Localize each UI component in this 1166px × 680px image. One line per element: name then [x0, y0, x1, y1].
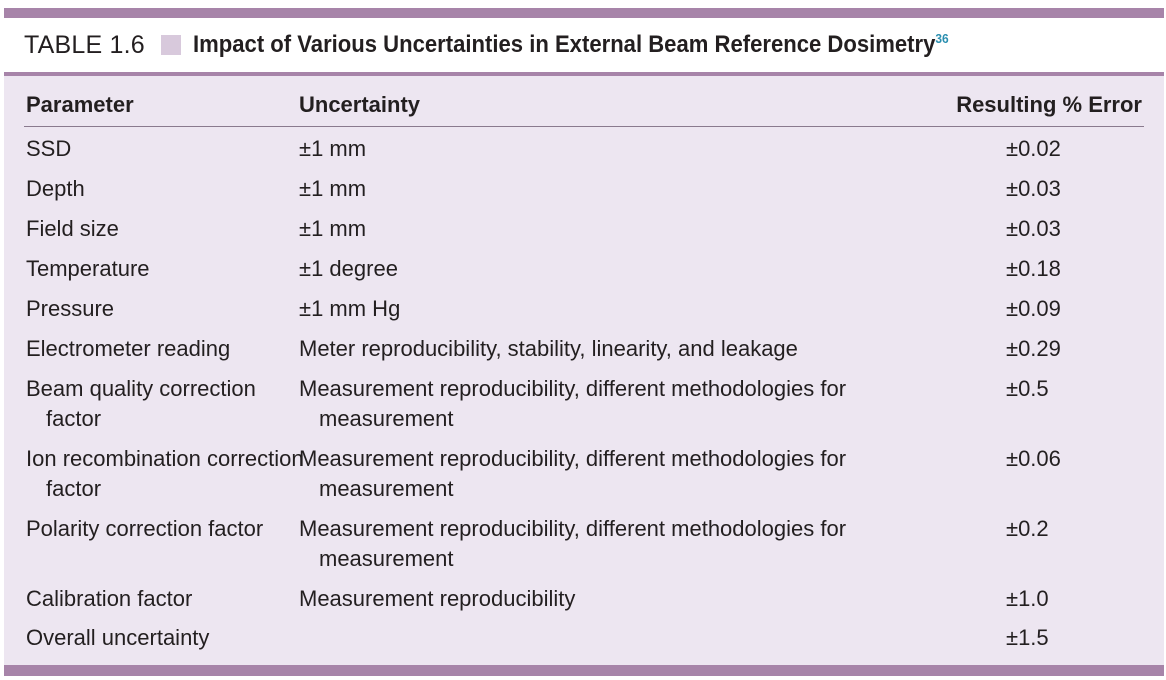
cell-parameter: Calibration factor: [26, 586, 193, 611]
cell-error: ±0.2: [1006, 516, 1049, 541]
cell-parameter: SSD: [26, 136, 72, 161]
cell-parameter: Field size: [26, 216, 119, 241]
cell-error: ±0.5: [1006, 376, 1049, 401]
header-uncertainty: Uncertainty: [299, 92, 421, 117]
table-title: Impact of Various Uncertainties in Exter…: [193, 31, 949, 59]
reference-number: 36: [935, 31, 949, 46]
bottom-rule: [4, 665, 1164, 676]
cell-uncertainty: Measurement reproducibility, different m…: [299, 516, 847, 571]
cell-parameter: Overall uncertainty: [26, 625, 210, 650]
cell-parameter: Beam quality correction factor: [26, 376, 256, 431]
header-parameter: Parameter: [26, 92, 134, 117]
table-title-bar: TABLE 1.6 Impact of Various Uncertaintie…: [4, 18, 1164, 72]
cell-error: ±0.02: [1006, 136, 1061, 161]
header-resulting-error: Resulting % Error: [956, 92, 1142, 117]
cell-parameter: Polarity correction factor: [26, 516, 264, 541]
cell-error: ±0.03: [1006, 176, 1061, 201]
cell-parameter: Pressure: [26, 296, 115, 321]
cell-uncertainty: ±1 mm: [299, 176, 367, 201]
cell-parameter: Depth: [26, 176, 85, 201]
cell-parameter: Ion recombination correction factor: [26, 446, 304, 501]
cell-uncertainty: ±1 mm Hg: [299, 296, 401, 321]
cell-error: ±0.18: [1006, 256, 1061, 281]
cell-error: ±1.5: [1006, 625, 1049, 650]
table-title-text: Impact of Various Uncertainties in Exter…: [192, 31, 936, 58]
cell-error: ±0.03: [1006, 216, 1061, 241]
cell-uncertainty: Measurement reproducibility, different m…: [299, 376, 847, 431]
cell-uncertainty: Meter reproducibility, stability, linear…: [299, 336, 798, 361]
cell-uncertainty: ±1 mm: [299, 216, 367, 241]
cell-uncertainty: Measurement reproducibility, different m…: [299, 446, 847, 501]
cell-error: ±0.09: [1006, 296, 1061, 321]
cell-parameter: Electrometer reading: [26, 336, 231, 361]
title-square-icon: [160, 35, 181, 55]
cell-uncertainty: ±1 mm: [299, 136, 367, 161]
table-label: TABLE 1.6: [24, 30, 145, 59]
title-divider: [4, 72, 1164, 76]
cell-parameter: Temperature: [26, 256, 150, 281]
cell-error: ±0.29: [1006, 336, 1061, 361]
header-divider: [24, 126, 1144, 127]
cell-uncertainty: Measurement reproducibility: [299, 586, 576, 611]
top-rule: [4, 8, 1164, 18]
data-table: Parameter Uncertainty Resulting % Error …: [4, 76, 1164, 665]
cell-error: ±0.06: [1006, 446, 1061, 471]
table-frame: TABLE 1.6 Impact of Various Uncertaintie…: [4, 0, 1164, 680]
cell-error: ±1.0: [1006, 586, 1049, 611]
cell-uncertainty: ±1 degree: [299, 256, 398, 281]
